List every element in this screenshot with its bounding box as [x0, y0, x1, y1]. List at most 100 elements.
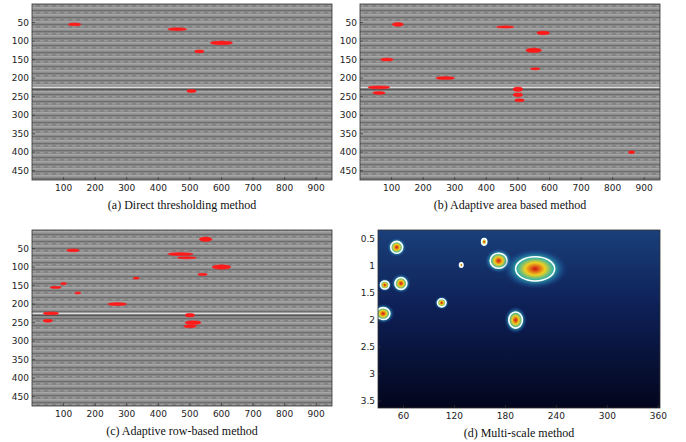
detection: [187, 90, 196, 93]
radar-image: [360, 4, 660, 180]
x-tick: [63, 403, 64, 406]
x-tick-label: 400: [478, 183, 495, 193]
x-tick-label: 300: [446, 183, 463, 193]
y-tick-label: 2: [369, 315, 375, 325]
contour: [378, 308, 390, 320]
x-tick-label: 200: [87, 183, 104, 193]
heat-blob: [387, 237, 407, 257]
radar-image: [32, 4, 332, 180]
y-tick-label: 200: [340, 73, 357, 83]
y-tick: [378, 400, 381, 401]
ground-reflection: [32, 89, 332, 91]
caption: (a) Direct thresholding method: [108, 198, 256, 212]
x-tick-label: 500: [181, 183, 198, 193]
x-tick: [403, 405, 404, 408]
y-tick: [32, 341, 35, 342]
y-tick-label: 1: [369, 261, 375, 271]
caption: (c) Adaptive row-based method: [106, 424, 258, 438]
x-tick: [391, 177, 392, 180]
x-tick-label: 300: [118, 183, 135, 193]
heat-blob: [458, 261, 464, 268]
y-tick: [32, 41, 35, 42]
y-tick: [32, 133, 35, 134]
heat-blob: [434, 296, 448, 310]
y-tick: [360, 115, 363, 116]
caption: (b) Adaptive area based method: [434, 198, 587, 212]
detection: [515, 99, 524, 102]
x-tick: [158, 403, 159, 406]
y-tick: [32, 59, 35, 60]
y-tick: [378, 347, 381, 348]
detection: [628, 151, 634, 154]
detection: [513, 93, 522, 97]
heat-blob: [502, 248, 568, 289]
x-tick: [316, 177, 317, 180]
figure: 1002003004005006007008009005010015020025…: [0, 0, 686, 442]
marks: [368, 23, 635, 154]
detection: [210, 41, 232, 45]
y-tick-label: 400: [12, 373, 29, 383]
detection: [373, 91, 386, 94]
detection: [133, 277, 139, 279]
y-tick: [32, 285, 35, 286]
x-tick-label: 120: [446, 411, 463, 421]
y-tick: [32, 396, 35, 397]
y-tick-label: 400: [340, 147, 357, 157]
detection: [198, 273, 207, 275]
x-tick: [253, 177, 254, 180]
y-tick-label: 350: [12, 355, 29, 365]
y-tick: [360, 78, 363, 79]
panel: 1002003004005006007008009005010015020025…: [340, 4, 660, 212]
detection: [185, 321, 201, 325]
y-tick: [32, 78, 35, 79]
detection: [185, 313, 194, 317]
x-tick-label: 240: [548, 411, 565, 421]
x-tick-label: 500: [509, 183, 526, 193]
detection: [497, 26, 514, 28]
caption: (d) Multi-scale method: [464, 426, 575, 440]
y-tick-label: 250: [12, 318, 29, 328]
detection: [212, 265, 231, 269]
detection: [177, 257, 196, 259]
x-tick: [517, 177, 518, 180]
x-tick: [316, 403, 317, 406]
x-tick: [158, 177, 159, 180]
x-tick-label: 400: [150, 409, 167, 419]
ground-reflection: [360, 89, 660, 91]
y-tick-label: 200: [12, 73, 29, 83]
y-tick-label: 0.5: [361, 234, 375, 244]
y-tick-label: 50: [18, 18, 30, 28]
y-tick: [378, 293, 381, 294]
detection: [195, 50, 204, 53]
detection: [526, 48, 542, 52]
y-tick-label: 1.5: [361, 288, 375, 298]
x-tick-label: 180: [497, 411, 514, 421]
y-tick-label: 450: [12, 166, 29, 176]
heat-blob: [480, 236, 489, 247]
detection: [75, 292, 81, 294]
heat-blob: [391, 273, 411, 293]
panel: 1002003004005006007008009005010015020025…: [12, 4, 332, 212]
x-tick-label: 700: [244, 409, 261, 419]
x-tick: [581, 177, 582, 180]
x-tick-label: 600: [213, 183, 230, 193]
y-tick: [32, 96, 35, 97]
heatmap-background: [378, 230, 660, 408]
detection: [368, 86, 390, 89]
ground-reflection: [360, 87, 660, 89]
x-tick: [95, 403, 96, 406]
x-tick: [454, 177, 455, 180]
y-tick-label: 3.5: [361, 396, 375, 406]
y-tick-label: 3: [369, 369, 375, 379]
x-tick-label: 700: [572, 183, 589, 193]
y-tick-label: 100: [12, 36, 29, 46]
detection: [531, 68, 540, 70]
panel: 601201802403003600.511.522.533.5(d) Mult…: [361, 230, 667, 440]
x-tick: [454, 405, 455, 408]
y-tick-label: 50: [18, 244, 30, 254]
detection: [108, 303, 127, 306]
frame: [32, 4, 332, 180]
detection: [537, 31, 550, 35]
y-tick: [32, 322, 35, 323]
y-tick: [32, 170, 35, 171]
